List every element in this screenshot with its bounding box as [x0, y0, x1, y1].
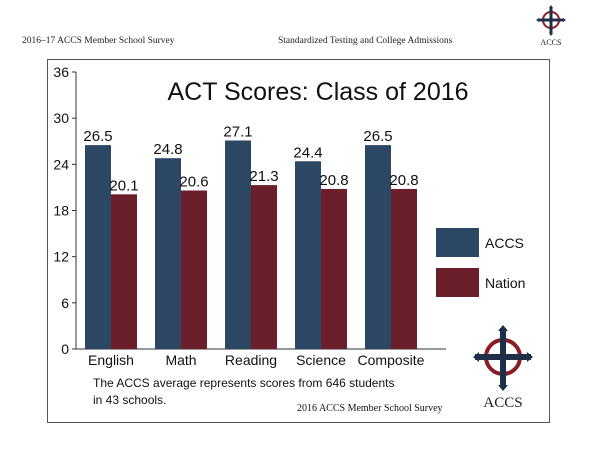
legend-label-accs: ACCS	[485, 235, 524, 251]
act-scores-chart: ACT Scores: Class of 2016 0 6 12 18 24 30 36 En…	[53, 64, 533, 414]
source-note: 2016 ACCS Member School Survey	[297, 403, 443, 414]
accs-logo: ACCS	[473, 325, 533, 411]
legend-label-nation: Nation	[485, 275, 525, 291]
y-tick-label: 0	[61, 341, 69, 357]
bar-nation-english	[111, 194, 137, 349]
data-label: 21.3	[249, 168, 278, 185]
data-label: 20.8	[389, 172, 418, 189]
y-tick-label: 36	[53, 64, 69, 80]
data-label: 24.8	[153, 141, 182, 158]
axes: 0 6 12 18 24 30 36 English Math Reading Science Com…	[53, 64, 446, 368]
data-label: 20.8	[319, 172, 348, 189]
data-label: 20.6	[179, 173, 208, 190]
chart-panel: ACT Scores: Class of 2016 0 6 12 18 24 30 36 En…	[47, 59, 550, 423]
bar-accs-reading	[225, 140, 251, 349]
category-label: Math	[165, 352, 196, 368]
cross-emblem-icon	[473, 325, 533, 391]
category-label: Science	[296, 352, 346, 368]
category-label: Composite	[358, 352, 425, 368]
category-label: Reading	[225, 352, 277, 368]
header-logo-text: ACCS	[541, 38, 562, 47]
page-header-left: 2016–17 ACCS Member School Survey	[22, 36, 175, 46]
logo-text: ACCS	[483, 395, 522, 411]
bar-nation-science	[321, 188, 347, 349]
data-labels: 26.5 20.1 24.8 20.6 27.1 21.3 24.4 20.8 26.5 20.8	[83, 123, 418, 194]
legend-swatch-nation	[436, 268, 479, 297]
cross-emblem-icon	[536, 5, 566, 36]
y-tick-label: 18	[53, 203, 69, 219]
bar-accs-math	[155, 158, 181, 349]
legend-swatch-accs	[436, 228, 479, 257]
bar-nation-composite	[391, 188, 417, 349]
bar-nation-reading	[251, 185, 277, 349]
bar-accs-science	[295, 161, 321, 349]
chart-title: ACT Scores: Class of 2016	[167, 78, 468, 106]
footnote-line-1: The ACCS average represents scores from …	[93, 376, 394, 390]
bar-accs-composite	[365, 145, 391, 349]
bar-nation-math	[181, 190, 207, 349]
y-tick-label: 12	[53, 249, 69, 265]
category-label: English	[88, 352, 134, 368]
data-label: 24.4	[293, 144, 322, 161]
data-label: 26.5	[363, 128, 392, 145]
y-tick-label: 6	[61, 295, 69, 311]
page-header-right: Standardized Testing and College Admissi…	[278, 36, 453, 46]
y-tick-label: 30	[53, 110, 69, 126]
data-label: 26.5	[83, 128, 112, 145]
accs-header-logo: ACCS	[536, 5, 566, 47]
data-label: 27.1	[223, 123, 252, 140]
bar-accs-english	[85, 145, 111, 349]
footnote-line-2: in 43 schools.	[93, 393, 166, 407]
bars	[85, 140, 417, 349]
y-tick-label: 24	[53, 156, 69, 172]
data-label: 20.1	[109, 177, 138, 194]
legend: ACCS Nation	[436, 228, 525, 297]
